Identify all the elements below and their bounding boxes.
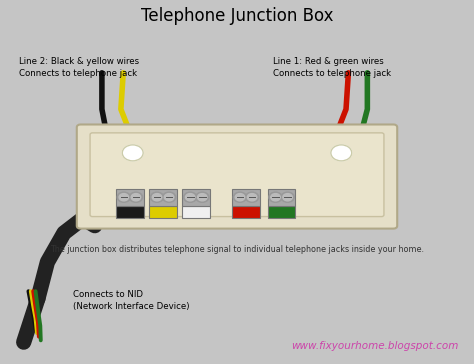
Text: Telephone Junction Box: Telephone Junction Box <box>141 7 333 25</box>
Circle shape <box>233 192 246 202</box>
Circle shape <box>196 192 209 202</box>
Circle shape <box>150 192 164 202</box>
Circle shape <box>331 145 352 161</box>
Text: www.fixyourhome.blogspot.com: www.fixyourhome.blogspot.com <box>291 341 458 351</box>
Bar <box>232 206 260 218</box>
Circle shape <box>198 194 207 201</box>
Text: Line 1: Red & green wires
Connects to telephone jack: Line 1: Red & green wires Connects to te… <box>273 57 391 78</box>
Bar <box>232 189 260 206</box>
Bar <box>182 189 210 206</box>
Circle shape <box>164 194 174 201</box>
Bar <box>149 189 177 206</box>
Bar <box>268 189 295 206</box>
Circle shape <box>281 192 294 202</box>
Circle shape <box>235 194 245 201</box>
Circle shape <box>122 145 143 161</box>
Circle shape <box>163 192 176 202</box>
Bar <box>182 206 210 218</box>
Bar <box>116 206 144 218</box>
Circle shape <box>117 192 130 202</box>
Circle shape <box>247 194 257 201</box>
Circle shape <box>131 194 141 201</box>
Bar <box>116 189 144 206</box>
Text: Line 2: Black & yellow wires
Connects to telephone jack: Line 2: Black & yellow wires Connects to… <box>19 57 139 78</box>
Circle shape <box>246 192 259 202</box>
Circle shape <box>271 194 280 201</box>
Circle shape <box>283 194 292 201</box>
Bar <box>268 206 295 218</box>
Circle shape <box>269 192 282 202</box>
Circle shape <box>119 194 128 201</box>
Text: The junction box distributes telephone signal to individual telephone jacks insi: The junction box distributes telephone s… <box>50 245 424 254</box>
FancyBboxPatch shape <box>77 124 397 229</box>
Circle shape <box>185 194 195 201</box>
Bar <box>149 206 177 218</box>
Text: Connects to NID
(Network Interface Device): Connects to NID (Network Interface Devic… <box>73 290 190 311</box>
Circle shape <box>183 192 197 202</box>
Circle shape <box>152 194 162 201</box>
Circle shape <box>129 192 143 202</box>
FancyBboxPatch shape <box>90 133 384 217</box>
